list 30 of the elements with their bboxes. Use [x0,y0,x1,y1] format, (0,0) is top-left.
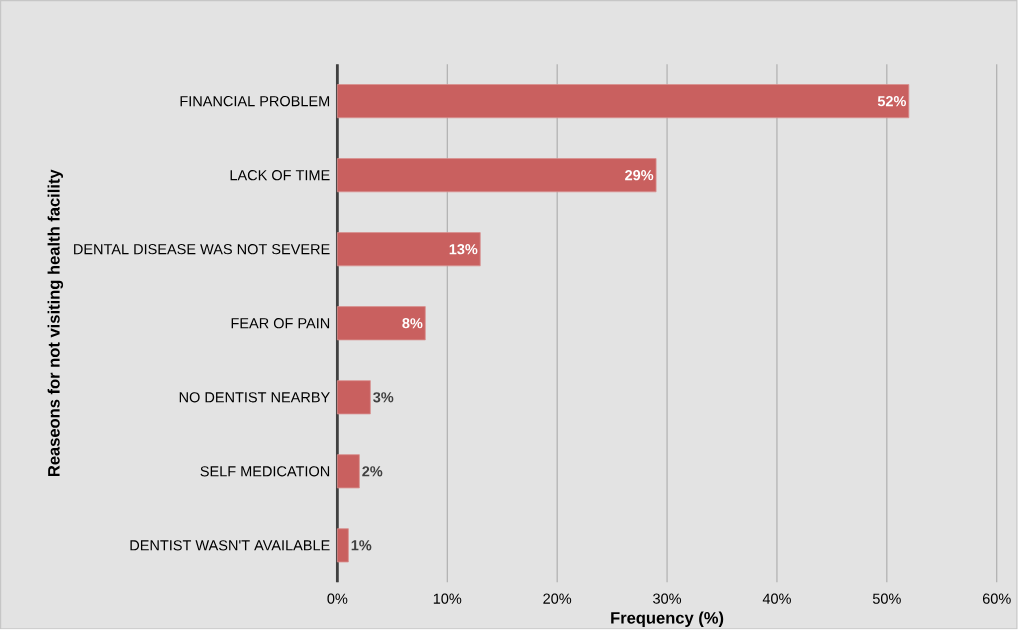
data-label: 29% [625,170,654,181]
y-tick-label: FEAR OF PAIN [231,318,330,329]
data-label: 1% [351,540,372,551]
data-label: 8% [402,318,423,329]
x-tick-label: 20% [543,593,572,604]
y-tick-label: SELF MEDICATION [200,466,330,477]
bar [336,528,349,563]
bar [336,84,910,119]
data-label: 52% [877,96,907,107]
y-tick-label: DENTAL DISEASE WAS NOT SEVERE [74,244,330,255]
x-tick-label: 50% [872,593,901,604]
data-label: 13% [449,244,478,255]
x-tick-label: 40% [762,593,791,604]
bar [336,232,481,267]
y-tick-label: LACK OF TIME [230,170,330,181]
x-tick-label: 30% [653,593,682,604]
x-tick-label: 60% [982,593,1011,604]
x-tick-label: 10% [433,593,462,604]
data-label: 3% [373,392,394,403]
x-tick-label: 0% [327,593,348,604]
data-label: 2% [362,466,383,477]
bar [336,380,371,415]
y-axis-title: Reaseons for not visiting health facility [47,169,64,477]
bar [336,306,426,341]
bar [336,454,360,489]
y-tick-label: DENTIST WASN'T AVAILABLE [130,540,330,551]
bar [336,158,657,193]
y-tick-label: NO DENTIST NEARBY [179,392,330,403]
x-axis-title: Frequency (%) [611,611,724,628]
y-tick-label: FINANCIAL PROBLEM [180,96,330,107]
